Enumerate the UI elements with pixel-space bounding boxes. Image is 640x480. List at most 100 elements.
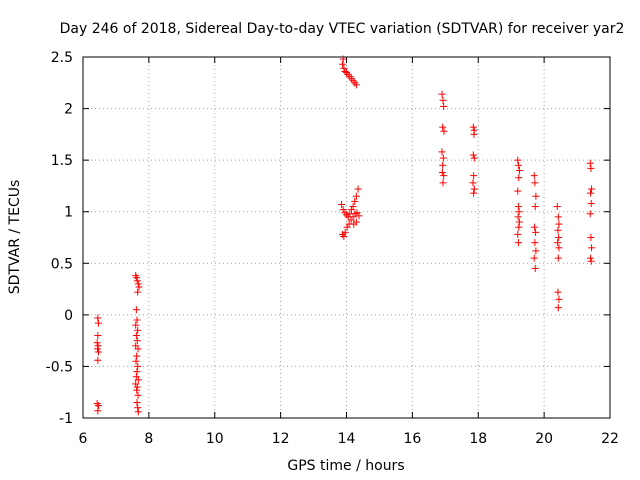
- data-point: [339, 55, 347, 63]
- data-point: [553, 203, 561, 211]
- data-point: [134, 362, 142, 370]
- data-point: [469, 123, 477, 131]
- data-point: [439, 96, 447, 104]
- x-tick-label: 18: [469, 431, 487, 447]
- data-point: [94, 319, 102, 327]
- data-point: [470, 189, 478, 197]
- y-tick-label: 1: [64, 205, 73, 221]
- data-point: [347, 206, 355, 214]
- data-point: [349, 203, 357, 211]
- data-point: [438, 148, 446, 156]
- x-tick-label: 12: [272, 431, 290, 447]
- data-point: [133, 368, 141, 376]
- data-point: [515, 223, 523, 231]
- data-point: [134, 345, 142, 353]
- data-point: [531, 203, 539, 211]
- data-point: [134, 391, 142, 399]
- data-point: [133, 352, 141, 360]
- data-point: [554, 239, 562, 247]
- data-point: [587, 199, 595, 207]
- data-point: [94, 342, 102, 350]
- data-point: [354, 185, 362, 193]
- x-tick-label: 16: [403, 431, 421, 447]
- data-point: [134, 280, 142, 288]
- data-point: [470, 172, 478, 180]
- data-point: [587, 189, 595, 197]
- y-tick-label: 2.5: [51, 50, 73, 66]
- data-point: [439, 123, 447, 131]
- data-point: [341, 67, 349, 75]
- data-point: [514, 161, 522, 169]
- data-point: [94, 331, 102, 339]
- data-point: [588, 244, 596, 252]
- data-point: [355, 212, 363, 220]
- data-point: [340, 64, 348, 72]
- data-point: [133, 316, 141, 324]
- chart-title: Day 246 of 2018, Sidereal Day-to-day VTE…: [60, 21, 625, 37]
- data-point: [132, 321, 140, 329]
- data-point: [514, 203, 522, 211]
- grid: [83, 57, 610, 418]
- data-point: [438, 90, 446, 98]
- data-point: [134, 408, 142, 416]
- data-point: [132, 380, 140, 388]
- data-point: [531, 179, 539, 187]
- data-point: [515, 174, 523, 182]
- data-point: [470, 130, 478, 138]
- data-point: [470, 185, 478, 193]
- data-point: [586, 159, 594, 167]
- data-point: [555, 295, 563, 303]
- data-point: [554, 213, 562, 221]
- y-tick-label: -0.5: [46, 359, 73, 375]
- data-point: [352, 192, 360, 200]
- data-point: [530, 172, 538, 180]
- plot-frame: [82, 56, 611, 419]
- data-point: [532, 192, 540, 200]
- data-point: [134, 404, 142, 412]
- data-point: [514, 187, 522, 195]
- y-axis-label: SDTVAR / TECUs: [7, 180, 23, 295]
- data-point: [440, 127, 448, 135]
- data-point: [514, 230, 522, 238]
- data-point: [350, 220, 358, 228]
- x-tick-label: 14: [338, 431, 356, 447]
- data-point: [439, 161, 447, 169]
- data-point: [514, 213, 522, 221]
- data-point: [133, 274, 141, 282]
- data-point: [530, 254, 538, 262]
- y-tick-label: -1: [59, 411, 73, 427]
- data-point: [94, 402, 102, 410]
- x-tick-label: 6: [79, 431, 88, 447]
- y-tick-label: 2: [64, 102, 73, 118]
- data-point: [134, 288, 142, 296]
- data-point: [515, 208, 523, 216]
- data-point: [133, 399, 141, 407]
- data-point: [440, 103, 448, 111]
- data-point: [554, 304, 562, 312]
- data-point: [94, 407, 102, 415]
- data-points: [93, 55, 596, 416]
- data-point: [555, 244, 563, 252]
- data-point: [132, 306, 140, 314]
- data-point: [555, 220, 563, 228]
- data-point: [531, 264, 539, 272]
- data-point: [587, 257, 595, 265]
- x-axis-label: GPS time / hours: [287, 458, 404, 474]
- data-point: [587, 234, 595, 241]
- data-point: [133, 337, 141, 345]
- data-point: [469, 179, 477, 187]
- data-point: [514, 156, 522, 164]
- data-point: [352, 81, 360, 89]
- data-point: [532, 228, 540, 236]
- data-point: [341, 228, 349, 236]
- data-point: [515, 218, 523, 226]
- data-point: [94, 348, 102, 356]
- x-tick-label: 22: [601, 431, 619, 447]
- data-point: [439, 154, 447, 162]
- data-point: [440, 172, 448, 180]
- x-tick-label: 10: [206, 431, 224, 447]
- data-point: [338, 200, 346, 208]
- data-point: [469, 151, 477, 159]
- data-point: [438, 169, 446, 177]
